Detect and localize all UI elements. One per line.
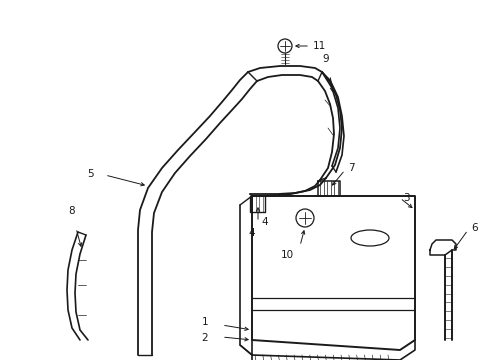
Text: 9: 9 [322,54,328,64]
Text: 2: 2 [201,333,207,343]
Text: 10: 10 [280,250,293,260]
Text: 11: 11 [312,41,325,51]
Text: 4: 4 [248,228,255,238]
Text: 5: 5 [87,169,94,179]
Text: 6: 6 [470,223,477,233]
Text: 4: 4 [261,217,267,227]
Text: 3: 3 [402,193,409,203]
Text: 7: 7 [347,163,354,173]
Text: 8: 8 [68,206,75,216]
Text: 1: 1 [201,317,207,327]
